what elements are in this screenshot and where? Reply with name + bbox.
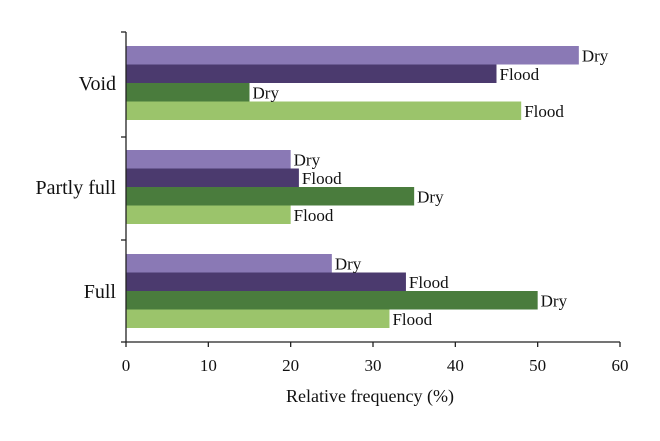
bar-1-2 [126,187,415,206]
bar-2-2 [126,291,538,310]
x-tick-label-6: 60 [612,356,629,375]
bar-labels-layer: DryFloodDryFloodDryFloodDryFloodDryFlood… [253,46,609,329]
category-labels-layer: Void Partly full Full [35,73,116,303]
bar-0-3 [126,101,522,120]
bar-label-1-1: Flood [302,169,342,188]
bar-label-0-1: Flood [500,65,540,84]
bar-2-0 [126,254,332,273]
bar-0-1 [126,64,497,83]
category-label-1: Partly full [35,177,116,199]
x-ticks-layer: 0 10 20 30 40 50 60 [122,342,629,375]
bar-label-0-0: Dry [582,46,609,65]
bar-2-3 [126,309,390,328]
y-ticks-layer [121,31,126,343]
x-tick-label-1: 10 [200,356,217,375]
x-tick-label-3: 30 [365,356,382,375]
x-tick-label-2: 20 [282,356,299,375]
bar-label-2-2: Dry [541,291,568,310]
category-label-0: Void [79,73,116,95]
x-axis-title: Relative frequency (%) [286,386,454,407]
bar-label-0-2: Dry [253,83,280,102]
x-tick-label-5: 50 [529,356,546,375]
category-label-2: Full [84,281,117,303]
bar-0-0 [126,46,579,65]
bar-label-2-3: Flood [392,310,432,329]
bar-label-2-0: Dry [335,254,362,273]
x-tick-label-0: 0 [122,356,131,375]
bar-label-1-3: Flood [294,206,334,225]
bar-label-1-0: Dry [294,150,321,169]
bar-1-1 [126,168,299,187]
bars-layer [126,46,579,328]
bar-0-2 [126,83,250,102]
bar-label-1-2: Dry [417,187,444,206]
bar-label-2-1: Flood [409,273,449,292]
bar-1-3 [126,205,291,224]
bar-2-1 [126,272,406,291]
bar-label-0-3: Flood [524,102,564,121]
bar-1-0 [126,150,291,169]
x-tick-label-4: 40 [447,356,464,375]
